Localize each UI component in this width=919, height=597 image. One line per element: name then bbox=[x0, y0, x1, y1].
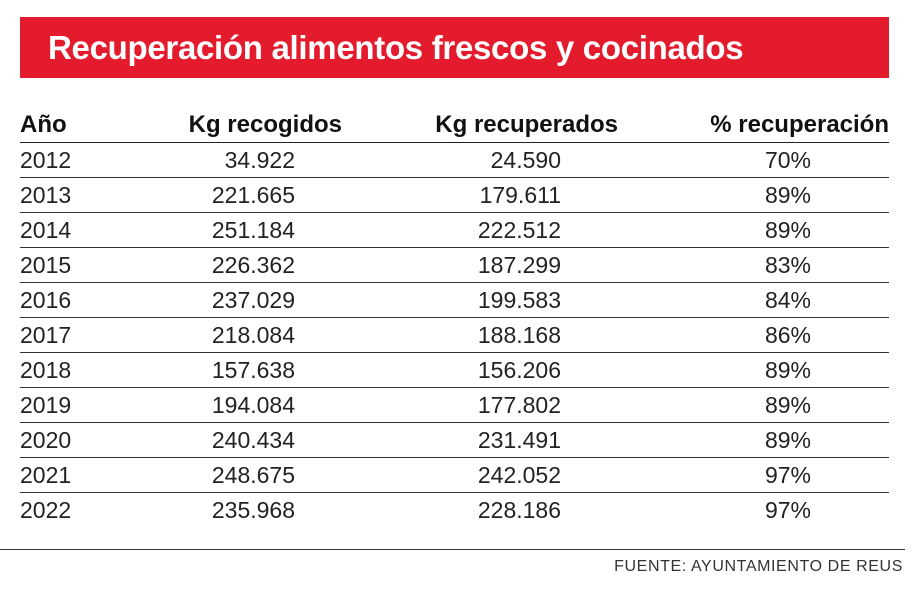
table-row: 2015 226.362 187.299 83% bbox=[20, 248, 889, 283]
cell-kg-recuperados: 156.206 bbox=[477, 356, 561, 383]
cell-year: 2013 bbox=[20, 181, 72, 208]
cell-year: 2019 bbox=[20, 391, 72, 418]
table-row: 2018 157.638 156.206 89% bbox=[20, 353, 889, 388]
cell-kg-recuperados: 187.299 bbox=[477, 251, 561, 278]
cell-pct-recuperacion: 83% bbox=[764, 251, 811, 278]
table-row: 2016 237.029 199.583 84% bbox=[20, 283, 889, 318]
cell-pct-recuperacion: 97% bbox=[764, 497, 811, 523]
cell-year: 2014 bbox=[20, 216, 72, 243]
cell-pct-recuperacion: 89% bbox=[764, 391, 811, 418]
cell-kg-recuperados: 199.583 bbox=[477, 286, 561, 313]
cell-pct-recuperacion: 84% bbox=[764, 286, 811, 313]
cell-year: 2018 bbox=[20, 356, 72, 383]
cell-year: 2022 bbox=[20, 497, 72, 523]
header-year: Año bbox=[20, 110, 67, 138]
header-kg-recuperados: Kg recuperados bbox=[435, 110, 618, 138]
cell-kg-recogidos: 218.084 bbox=[211, 321, 295, 348]
table-header-row: Año Kg recogidos Kg recuperados % recupe… bbox=[20, 107, 889, 143]
cell-pct-recuperacion: 70% bbox=[764, 146, 811, 173]
table-row: 2021 248.675 242.052 97% bbox=[20, 458, 889, 493]
table-row: 2013 221.665 179.611 89% bbox=[20, 178, 889, 213]
table-row: 2019 194.084 177.802 89% bbox=[20, 388, 889, 423]
cell-year: 2015 bbox=[20, 251, 72, 278]
cell-kg-recuperados: 228.186 bbox=[477, 497, 561, 523]
header-pct-recuperacion: % recuperación bbox=[710, 110, 889, 138]
cell-pct-recuperacion: 89% bbox=[764, 356, 811, 383]
cell-kg-recuperados: 242.052 bbox=[477, 461, 561, 488]
cell-year: 2017 bbox=[20, 321, 72, 348]
cell-pct-recuperacion: 89% bbox=[764, 216, 811, 243]
cell-kg-recogidos: 157.638 bbox=[211, 356, 295, 383]
cell-kg-recogidos: 34.922 bbox=[224, 146, 295, 173]
cell-kg-recogidos: 240.434 bbox=[211, 426, 295, 453]
cell-pct-recuperacion: 89% bbox=[764, 181, 811, 208]
cell-kg-recuperados: 24.590 bbox=[490, 146, 561, 173]
bottom-divider bbox=[0, 549, 905, 550]
cell-kg-recuperados: 222.512 bbox=[477, 216, 561, 243]
cell-year: 2012 bbox=[20, 146, 72, 173]
cell-kg-recuperados: 231.491 bbox=[477, 426, 561, 453]
table-row: 2012 34.922 24.590 70% bbox=[20, 143, 889, 178]
cell-kg-recuperados: 177.802 bbox=[477, 391, 561, 418]
cell-kg-recogidos: 235.968 bbox=[211, 497, 295, 523]
table-row: 2017 218.084 188.168 86% bbox=[20, 318, 889, 353]
header-kg-recogidos: Kg recogidos bbox=[188, 110, 342, 138]
cell-pct-recuperacion: 89% bbox=[764, 426, 811, 453]
source-note: FUENTE: AYUNTAMIENTO DE REUS bbox=[614, 558, 903, 575]
table-row: 2022 235.968 228.186 97% bbox=[20, 493, 889, 528]
chart-title: Recuperación alimentos frescos y cocinad… bbox=[20, 17, 889, 78]
cell-kg-recogidos: 251.184 bbox=[211, 216, 295, 243]
cell-year: 2016 bbox=[20, 286, 72, 313]
cell-kg-recogidos: 194.084 bbox=[211, 391, 295, 418]
cell-kg-recogidos: 226.362 bbox=[211, 251, 295, 278]
cell-pct-recuperacion: 97% bbox=[764, 461, 811, 488]
cell-kg-recogidos: 248.675 bbox=[211, 461, 295, 488]
table-row: 2014 251.184 222.512 89% bbox=[20, 213, 889, 248]
cell-kg-recogidos: 237.029 bbox=[211, 286, 295, 313]
cell-kg-recuperados: 179.611 bbox=[479, 181, 561, 208]
cell-year: 2020 bbox=[20, 426, 72, 453]
table-body: 2012 34.922 24.590 70% 2013 221.665 179.611 89%… bbox=[20, 143, 889, 528]
cell-year: 2021 bbox=[20, 461, 72, 488]
cell-kg-recuperados: 188.168 bbox=[477, 321, 561, 348]
cell-kg-recogidos: 221.665 bbox=[211, 181, 295, 208]
table-row: 2020 240.434 231.491 89% bbox=[20, 423, 889, 458]
data-table: Año Kg recogidos Kg recuperados % recupe… bbox=[20, 107, 889, 528]
cell-pct-recuperacion: 86% bbox=[764, 321, 811, 348]
